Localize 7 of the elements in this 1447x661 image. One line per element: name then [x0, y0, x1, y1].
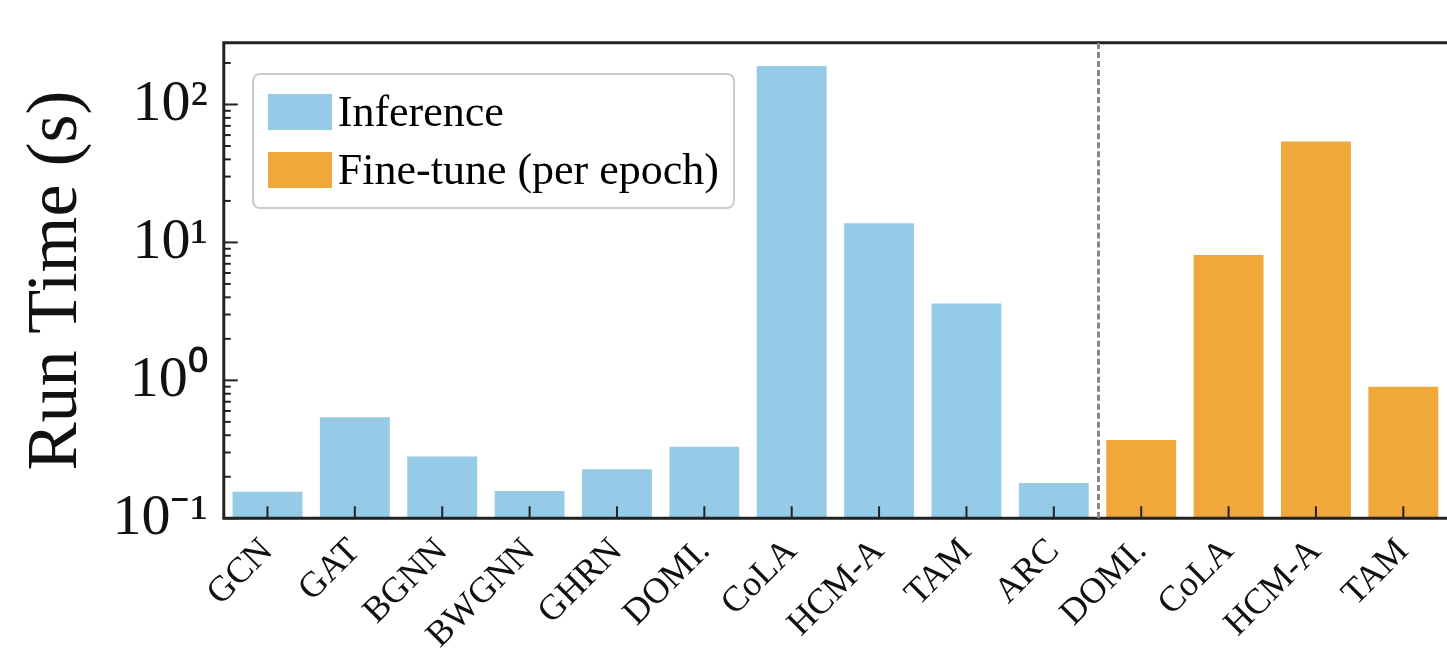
y-tick-label: 10⁻¹: [112, 481, 208, 547]
legend-label: Inference: [337, 85, 504, 138]
legend-label: Fine-tune (per epoch): [337, 143, 719, 196]
y-tick-label: 10²: [132, 67, 208, 133]
y-tick-label: 10⁰: [129, 343, 208, 409]
y-tick-label: 10¹: [132, 205, 208, 271]
y-axis-title: Run Time (s): [12, 90, 93, 471]
